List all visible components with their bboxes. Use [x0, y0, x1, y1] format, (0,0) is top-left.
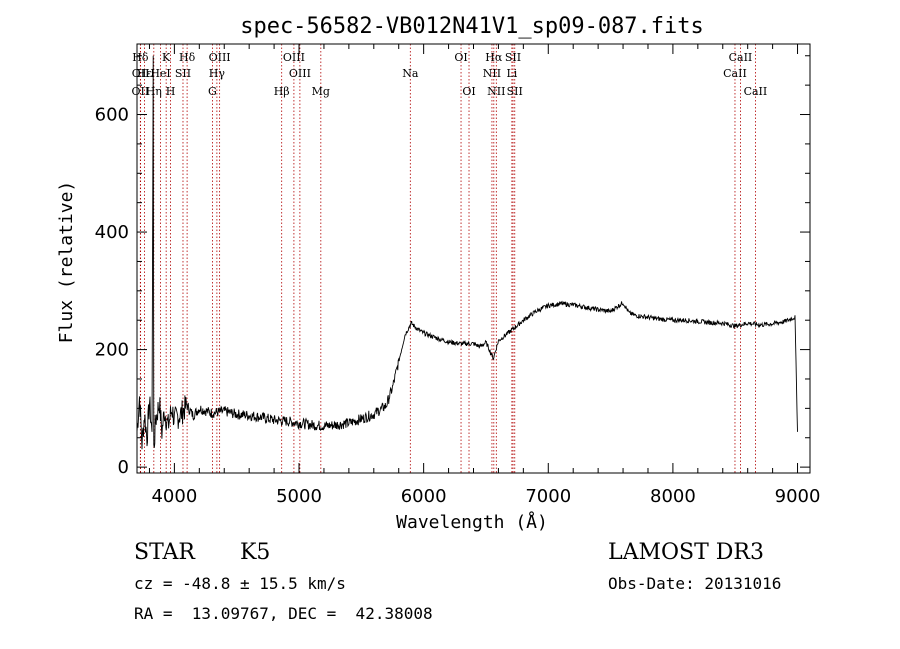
line-label: OIII [209, 51, 231, 64]
x-tick-label: 8000 [650, 486, 696, 507]
line-label: OIII [283, 51, 305, 64]
line-label: NII [483, 67, 501, 80]
line-label: K [162, 51, 171, 64]
spectrum-line [136, 55, 798, 450]
x-tick-label: 5000 [276, 486, 322, 507]
y-tick-label: 200 [95, 340, 129, 361]
line-label: OIII [289, 67, 311, 80]
line-label: CaII [729, 51, 753, 64]
line-label: SII [507, 85, 523, 98]
line-label: Hγ [209, 67, 226, 80]
line-label: HeI [150, 67, 170, 80]
line-label: Hδ [132, 51, 149, 64]
line-label: Hα [485, 51, 503, 64]
line-label: OII [132, 85, 150, 98]
axis-ticks [137, 44, 810, 473]
coordinates: RA = 13.09767, DEC = 42.38008 [134, 604, 433, 623]
line-label: Mg [312, 85, 330, 98]
emission-line-layer [139, 44, 756, 473]
line-label: Li [506, 67, 517, 80]
object-subclass: K5 [240, 540, 271, 565]
observation-date: Obs-Date: 20131016 [608, 574, 782, 593]
x-axis-label: Wavelength (Å) [396, 511, 548, 533]
line-label: CaII [744, 85, 768, 98]
line-label: SII [505, 51, 521, 64]
y-tick-label: 600 [95, 105, 129, 126]
y-axis-label: Flux (relative) [56, 181, 77, 344]
x-tick-label: 7000 [525, 486, 571, 507]
line-label: Hβ [274, 85, 290, 98]
x-tick-label: 9000 [775, 486, 821, 507]
object-class: STAR [134, 540, 195, 565]
line-label: OI [454, 51, 467, 64]
chart-title: spec-56582-VB012N41V1_sp09-087.fits [240, 14, 704, 39]
plot-frame [136, 43, 811, 474]
y-tick-label: 0 [118, 457, 129, 478]
x-tick-label: 4000 [151, 486, 197, 507]
line-label: NII [487, 85, 505, 98]
survey-name: LAMOST DR3 [608, 540, 764, 565]
line-label: CaII [723, 67, 747, 80]
spectrum-layer [136, 55, 798, 450]
line-label: OI [462, 85, 475, 98]
line-label: Na [402, 67, 419, 80]
line-label: G [208, 85, 217, 98]
line-label: SII [175, 67, 191, 80]
line-label: OII [132, 67, 150, 80]
redshift-cz: cz = -48.8 ± 15.5 km/s [134, 574, 346, 593]
line-label: Hδ [179, 51, 196, 64]
line-label: Hη [146, 85, 162, 98]
x-tick-label: 6000 [401, 486, 447, 507]
line-label: H [166, 85, 176, 98]
axis-tick-labels: 4000 5000 6000 7000 8000 9000 0 200 400 600 [95, 105, 821, 507]
line-label: Hε [137, 67, 153, 80]
y-tick-label: 400 [95, 222, 129, 243]
